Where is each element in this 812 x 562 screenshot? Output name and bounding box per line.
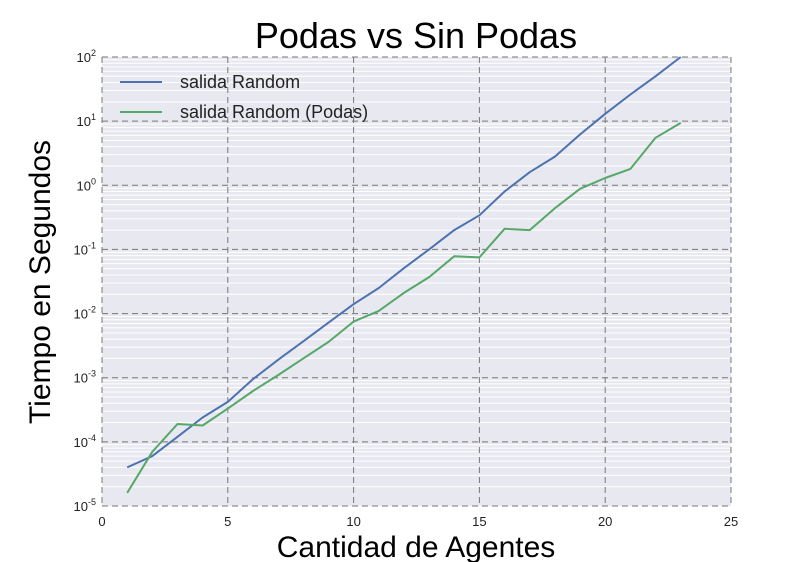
y-axis-label: Tiempo en Segundos [24,140,57,424]
x-tick-labels: 0 5 10 15 20 25 [98,514,738,529]
series-layer [126,56,682,494]
y-tick-label: 102 [77,48,96,65]
y-tick-labels: 10-5 10-4 10-3 10-2 10-1 100 101 102 [74,48,96,514]
x-axis-label: Cantidad de Agentes [277,531,556,562]
x-tick-label: 25 [724,514,738,529]
y-tick-label: 10-3 [74,369,96,386]
legend: salida Random salida Random (Podas) [120,72,368,122]
plot-background [102,57,731,506]
x-tick-label: 10 [346,514,360,529]
y-tick-label: 101 [77,112,96,129]
x-tick-label: 20 [598,514,612,529]
y-tick-label: 10-2 [74,305,96,322]
legend-label: salida Random (Podas) [180,102,368,122]
y-tick-label: 10-1 [74,240,96,257]
x-tick-label: 5 [224,514,231,529]
x-tick-label: 0 [98,514,105,529]
y-tick-label: 100 [77,176,96,193]
y-tick-label: 10-5 [74,497,96,514]
series-line-2 [126,122,682,494]
x-tick-label: 15 [472,514,486,529]
major-gridlines [101,56,732,507]
legend-label: salida Random [180,72,300,92]
chart-title: Podas vs Sin Podas [255,15,577,56]
y-tick-label: 10-4 [74,433,96,450]
series-line-1 [126,56,682,469]
